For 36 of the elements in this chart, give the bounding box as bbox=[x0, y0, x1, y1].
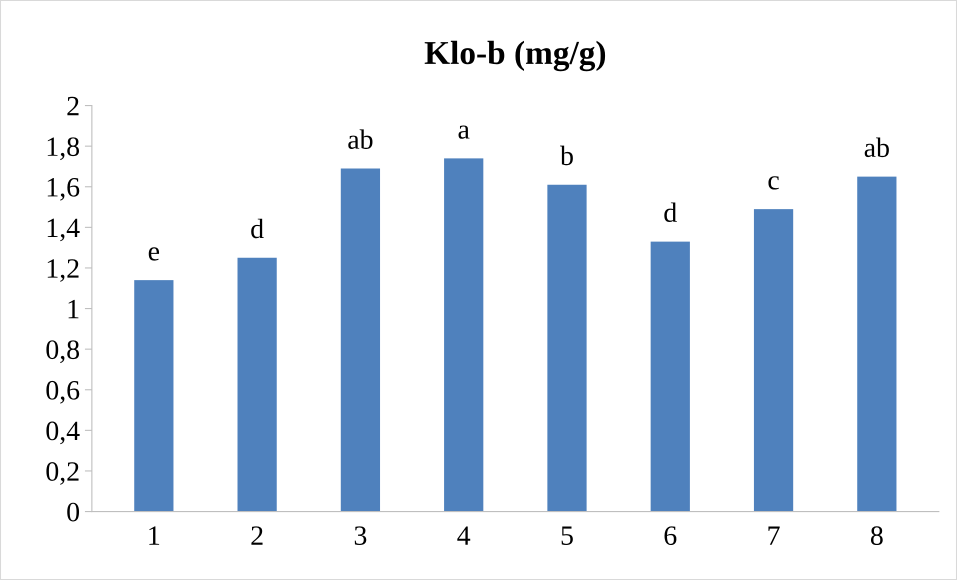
y-tick-label: 0,4 bbox=[46, 422, 80, 444]
annotation: d bbox=[251, 218, 264, 238]
x-tick-label: 8 bbox=[870, 526, 883, 545]
x-tick-label: 3 bbox=[354, 526, 366, 545]
annotation: ab bbox=[864, 138, 889, 158]
chart-title: Klo-b (mg/g) bbox=[424, 40, 606, 72]
bar bbox=[340, 168, 380, 512]
y-tick-label: 2 bbox=[67, 96, 79, 116]
bar bbox=[444, 158, 484, 512]
x-tick-label: 7 bbox=[768, 526, 780, 545]
bar bbox=[650, 242, 690, 512]
x-tick-label: 6 bbox=[664, 526, 676, 545]
x-tick-label: 5 bbox=[562, 526, 573, 545]
y-tick-label: 0,6 bbox=[46, 380, 80, 404]
bar bbox=[857, 176, 896, 512]
y-tick-label: 0,2 bbox=[46, 462, 79, 485]
annotation: e bbox=[148, 247, 160, 261]
annotation: c bbox=[768, 176, 779, 190]
bar bbox=[754, 209, 794, 512]
y-tick-label: 0,8 bbox=[46, 340, 80, 364]
x-tick-label: 4 bbox=[457, 526, 470, 545]
annotation: a bbox=[458, 126, 470, 139]
bar bbox=[238, 258, 277, 512]
y-tick-label: 1,8 bbox=[48, 137, 80, 160]
annotation: ab bbox=[348, 129, 372, 149]
x-tick-label: 1 bbox=[149, 526, 160, 545]
y-tick-label: 1 bbox=[68, 300, 78, 318]
y-tick-label: 0 bbox=[67, 502, 80, 522]
annotation: b bbox=[560, 146, 573, 166]
y-tick-label: 1,4 bbox=[48, 218, 80, 242]
bar bbox=[547, 184, 587, 512]
annotation: d bbox=[664, 202, 677, 222]
y-tick-label: 1,2 bbox=[48, 259, 79, 282]
bar bbox=[134, 280, 174, 512]
x-tick-label: 2 bbox=[251, 526, 263, 545]
y-tick-label: 1,6 bbox=[48, 178, 80, 201]
